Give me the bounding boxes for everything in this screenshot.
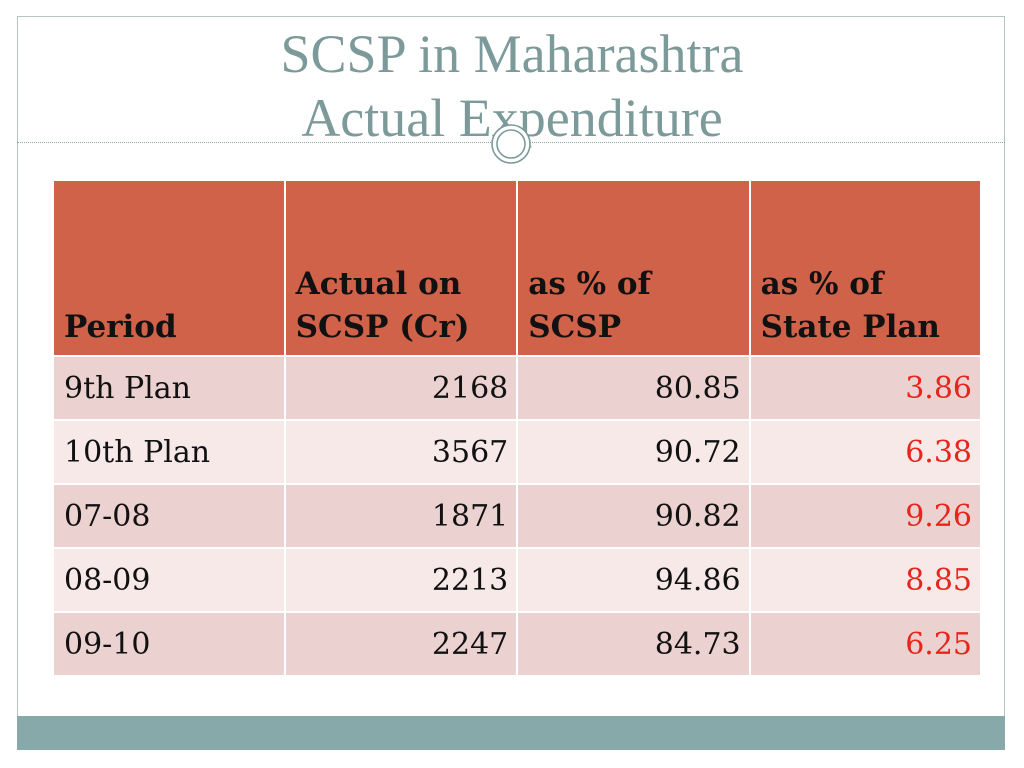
footer-bar (17, 716, 1005, 750)
table-header-row: Period Actual on SCSP (Cr) as % of SCSP … (54, 181, 980, 355)
table-row: 09-10 2247 84.73 6.25 (54, 613, 980, 675)
title-line-1: SCSP in Maharashtra (280, 24, 744, 84)
expenditure-table: Period Actual on SCSP (Cr) as % of SCSP … (52, 179, 982, 677)
cell-period: 10th Plan (54, 421, 284, 483)
cell-pct-state: 9.26 (750, 485, 980, 547)
header-period: Period (54, 181, 284, 355)
cell-actual: 3567 (285, 421, 517, 483)
cell-pct-state: 6.25 (750, 613, 980, 675)
cell-actual: 2213 (285, 549, 517, 611)
cell-pct-state: 6.38 (750, 421, 980, 483)
header-pct-state-plan: as % of State Plan (750, 181, 980, 355)
cell-pct-scsp: 80.85 (518, 357, 749, 419)
cell-pct-scsp: 94.86 (518, 549, 749, 611)
table-row: 9th Plan 2168 80.85 3.86 (54, 357, 980, 419)
cell-actual: 2168 (285, 357, 517, 419)
cell-period: 09-10 (54, 613, 284, 675)
header-pct-scsp: as % of SCSP (518, 181, 749, 355)
cell-period: 08-09 (54, 549, 284, 611)
cell-pct-state: 8.85 (750, 549, 980, 611)
cell-period: 9th Plan (54, 357, 284, 419)
cell-pct-scsp: 90.82 (518, 485, 749, 547)
cell-period: 07-08 (54, 485, 284, 547)
cell-pct-scsp: 84.73 (518, 613, 749, 675)
table-row: 07-08 1871 90.82 9.26 (54, 485, 980, 547)
circle-ornament-icon (491, 124, 531, 164)
cell-actual: 1871 (285, 485, 517, 547)
cell-pct-state: 3.86 (750, 357, 980, 419)
cell-pct-scsp: 90.72 (518, 421, 749, 483)
header-actual-scsp: Actual on SCSP (Cr) (285, 181, 517, 355)
table-row: 08-09 2213 94.86 8.85 (54, 549, 980, 611)
cell-actual: 2247 (285, 613, 517, 675)
table-row: 10th Plan 3567 90.72 6.38 (54, 421, 980, 483)
